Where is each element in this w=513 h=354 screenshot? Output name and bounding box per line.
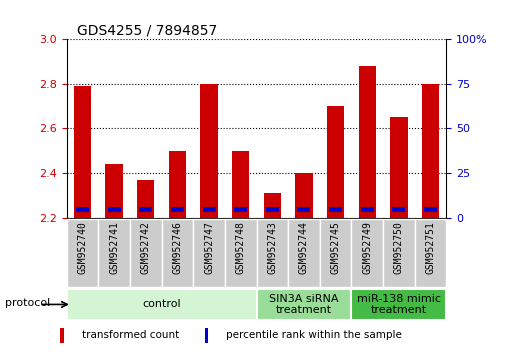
Bar <box>266 207 279 212</box>
Bar <box>61 328 64 343</box>
Bar <box>320 219 351 287</box>
Bar <box>288 219 320 287</box>
Bar <box>415 219 446 287</box>
Text: percentile rank within the sample: percentile rank within the sample <box>226 330 402 340</box>
Bar <box>234 207 247 212</box>
Text: GSM952746: GSM952746 <box>172 222 183 274</box>
Bar <box>232 151 249 218</box>
Bar <box>162 219 193 287</box>
Bar <box>361 207 374 212</box>
Bar <box>422 84 439 218</box>
Bar <box>298 207 310 212</box>
Bar <box>169 151 186 218</box>
Bar <box>359 66 376 218</box>
Bar <box>329 207 342 212</box>
Bar <box>76 207 89 212</box>
Bar <box>98 219 130 287</box>
Text: GSM952741: GSM952741 <box>109 222 119 274</box>
Text: GSM952749: GSM952749 <box>362 222 372 274</box>
Bar <box>139 207 152 212</box>
Bar <box>383 219 415 287</box>
Text: GSM952751: GSM952751 <box>425 222 436 274</box>
Bar <box>67 219 98 287</box>
Bar <box>106 164 123 218</box>
Bar <box>351 219 383 287</box>
Bar <box>74 86 91 218</box>
Text: transformed count: transformed count <box>82 330 179 340</box>
Bar <box>392 207 405 212</box>
Text: GSM952744: GSM952744 <box>299 222 309 274</box>
Text: miR-138 mimic
treatment: miR-138 mimic treatment <box>357 293 441 315</box>
Bar <box>205 328 208 343</box>
Bar <box>201 84 218 218</box>
Bar <box>67 289 256 320</box>
Bar <box>351 289 446 320</box>
Bar <box>225 219 256 287</box>
Bar <box>137 180 154 218</box>
Text: GSM952740: GSM952740 <box>77 222 88 274</box>
Bar <box>193 219 225 287</box>
Bar <box>390 117 407 218</box>
Bar <box>256 289 351 320</box>
Bar <box>130 219 162 287</box>
Bar <box>256 219 288 287</box>
Text: protocol: protocol <box>5 298 50 308</box>
Bar <box>424 207 437 212</box>
Text: control: control <box>142 299 181 309</box>
Bar <box>327 106 344 218</box>
Text: GSM952742: GSM952742 <box>141 222 151 274</box>
Bar <box>171 207 184 212</box>
Bar <box>203 207 215 212</box>
Text: GSM952747: GSM952747 <box>204 222 214 274</box>
Text: GSM952745: GSM952745 <box>330 222 341 274</box>
Bar <box>264 193 281 218</box>
Text: GSM952743: GSM952743 <box>267 222 278 274</box>
Bar <box>108 207 121 212</box>
Text: SIN3A siRNA
treatment: SIN3A siRNA treatment <box>269 293 339 315</box>
Text: GSM952748: GSM952748 <box>235 222 246 274</box>
Bar <box>295 173 312 218</box>
Text: GDS4255 / 7894857: GDS4255 / 7894857 <box>77 23 217 37</box>
Text: GSM952750: GSM952750 <box>394 222 404 274</box>
